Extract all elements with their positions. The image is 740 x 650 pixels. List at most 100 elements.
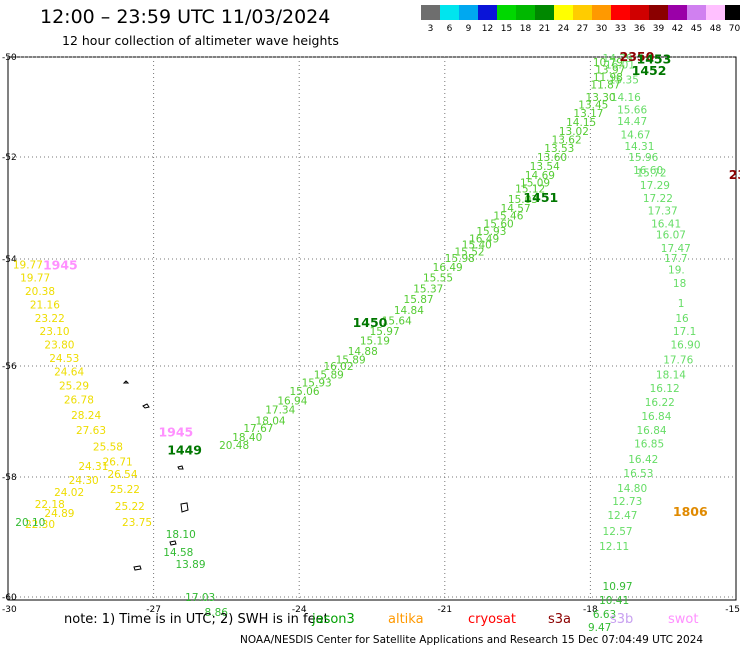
- legend-swatch: [706, 5, 725, 20]
- swh-value: 26.71: [103, 456, 133, 468]
- swh-value: 14.16: [611, 92, 641, 104]
- swh-value: 19.: [668, 265, 685, 277]
- legend-swatch: [668, 5, 687, 20]
- swh-value: 14.88: [348, 346, 378, 358]
- lon-tick-label: -24: [292, 605, 307, 615]
- island-outline: [122, 380, 130, 384]
- swh-value: 19.77: [13, 259, 43, 271]
- swh-value: 14.84: [394, 305, 424, 317]
- swh-value: 15.06: [289, 386, 319, 398]
- swh-value: 13.45: [578, 100, 608, 112]
- legend-tick-label: 3: [428, 24, 434, 34]
- swh-value: 25.29: [59, 380, 89, 392]
- island-outline: [133, 565, 142, 571]
- swh-value: 17.37: [648, 206, 678, 218]
- legend-tick-label: 6: [447, 24, 453, 34]
- swh-value: 17.29: [640, 180, 670, 192]
- swh-value: 14.67: [620, 130, 650, 142]
- swh-value: 15.60: [484, 218, 514, 230]
- pass-time-label: 1451: [523, 190, 558, 205]
- swh-value: 20.38: [25, 286, 55, 298]
- legend-swatch: [497, 5, 516, 20]
- swh-value: 15.52: [455, 246, 485, 258]
- swh-value: 14.80: [617, 483, 647, 495]
- swh-value: 13.62: [552, 135, 582, 147]
- legend-tick-label: 18: [520, 24, 532, 34]
- swh-value: 20.48: [219, 440, 249, 452]
- swh-value: 16.60: [633, 165, 663, 177]
- lon-tick-label: -27: [146, 605, 161, 615]
- swh-value: 24.64: [54, 367, 84, 379]
- swh-value: 10.97: [603, 581, 633, 593]
- satellite-label-s3a: s3a: [548, 612, 572, 627]
- swh-value: 18: [673, 278, 686, 290]
- swh-value: 23.22: [35, 313, 65, 325]
- swh-value: 28.24: [71, 410, 101, 422]
- swh-value: 16.22: [645, 397, 675, 409]
- swh-value: 16.12: [650, 383, 680, 395]
- swh-value: 15.93: [476, 226, 506, 238]
- swh-value: 16.41: [651, 218, 681, 230]
- swh-value: 15.55: [423, 273, 453, 285]
- swh-value: 13.89: [175, 559, 205, 571]
- swh-value: 15.12: [515, 184, 545, 196]
- swh-value: 14.57: [501, 203, 531, 215]
- note-text: note: 1) Time is in UTC; 2) SWH is in fe…: [64, 612, 329, 627]
- legend-swatch: [687, 5, 706, 20]
- island-outline: [169, 540, 177, 546]
- swh-value: 14.58: [163, 547, 193, 559]
- swh-value: 16.53: [623, 468, 653, 480]
- pass-time-label: 1449: [167, 442, 202, 457]
- swh-value: 14.31: [624, 141, 654, 153]
- satellite-label-s3b: s3b: [610, 612, 634, 627]
- pass-time-label: 2350: [620, 49, 655, 64]
- swh-value: 16.02: [323, 361, 353, 373]
- swh-value: 12.73: [612, 496, 642, 508]
- legend-tick-label: 39: [653, 24, 665, 34]
- legend-tick-label: 21: [539, 24, 550, 34]
- legend-tick-label: 12: [482, 24, 493, 34]
- swh-value: 1: [678, 298, 685, 310]
- swh-value: 12.11: [599, 541, 629, 553]
- lon-tick-label: -18: [583, 605, 598, 615]
- legend-swatch: [421, 5, 440, 20]
- swh-value: 16.49: [469, 234, 499, 246]
- swh-value: 16.94: [277, 395, 307, 407]
- swh-value: 13.60: [537, 152, 567, 164]
- swh-value: 17.03: [185, 592, 215, 604]
- swh-value: 15.97: [370, 326, 400, 338]
- legend-swatch: [725, 5, 740, 20]
- page-title: 12:00 – 23:59 UTC 11/03/2024: [40, 6, 331, 28]
- island-outline: [180, 502, 189, 513]
- swh-value: 14.15: [566, 117, 596, 129]
- swh-value: 16.01: [605, 60, 635, 72]
- swh-value: 15.37: [413, 283, 443, 295]
- swh-value: 25.58: [93, 441, 123, 453]
- lat-tick-label: -52: [2, 153, 17, 163]
- swh-value: 22.30: [25, 519, 55, 531]
- swh-value: 15.98: [445, 253, 475, 265]
- lat-tick-label: -60: [2, 593, 17, 603]
- swh-value: 15.89: [314, 369, 344, 381]
- swh-value: 17.22: [643, 193, 673, 205]
- swh-value: 17.76: [663, 355, 693, 367]
- swh-value: 13.17: [573, 108, 603, 120]
- legend-tick-label: 30: [596, 24, 608, 34]
- legend-swatch: [630, 5, 649, 20]
- swh-value: 15.89: [336, 355, 366, 367]
- swh-value: 26.78: [64, 394, 94, 406]
- swh-value: 22.18: [35, 499, 65, 511]
- lat-tick-label: -56: [2, 362, 17, 372]
- pass-time-label: 1945: [43, 257, 78, 272]
- swh-value: 16.84: [637, 425, 667, 437]
- swh-value: 13.54: [530, 161, 560, 173]
- swh-value: 20.10: [15, 517, 45, 529]
- legend-swatch: [649, 5, 668, 20]
- swh-value: 14.47: [617, 116, 647, 128]
- swh-value: 17.7: [664, 253, 687, 265]
- swh-value: 16.42: [628, 454, 658, 466]
- swh-value: 15.66: [617, 105, 647, 117]
